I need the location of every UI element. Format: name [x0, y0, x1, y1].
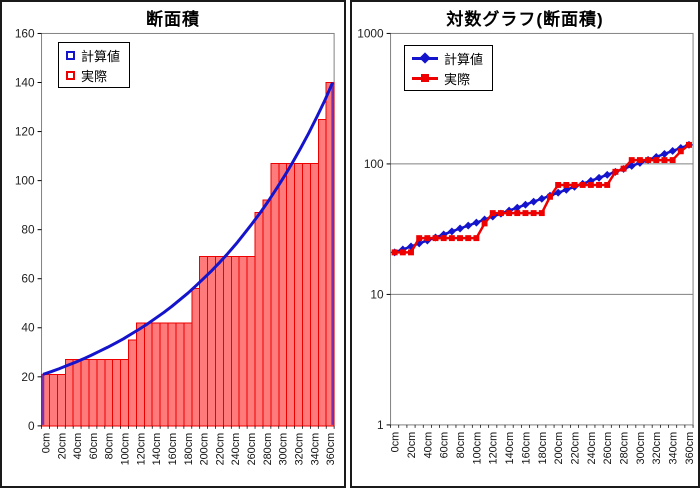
- svg-text:40cm: 40cm: [72, 433, 84, 460]
- svg-text:20: 20: [21, 370, 35, 384]
- svg-text:10: 10: [370, 287, 384, 301]
- svg-text:80cm: 80cm: [455, 432, 467, 459]
- svg-text:80cm: 80cm: [104, 433, 116, 460]
- actual-bars: [41, 82, 335, 427]
- svg-text:20cm: 20cm: [56, 433, 68, 460]
- svg-text:180cm: 180cm: [537, 432, 549, 465]
- svg-text:140: 140: [15, 75, 35, 89]
- svg-text:120: 120: [15, 125, 35, 139]
- svg-text:280cm: 280cm: [619, 432, 631, 465]
- area-chart-title: 断面積: [146, 10, 200, 29]
- svg-text:0cm: 0cm: [40, 433, 52, 454]
- legend-entry-calc: 計算値: [66, 46, 120, 64]
- svg-text:280cm: 280cm: [262, 433, 274, 466]
- log-chart-title: 対数グラフ(断面積): [446, 10, 604, 29]
- svg-text:0cm: 0cm: [390, 432, 402, 453]
- svg-text:140cm: 140cm: [151, 433, 163, 466]
- calc-line-diamond-icon: [412, 51, 438, 64]
- svg-text:320cm: 320cm: [651, 432, 663, 465]
- svg-text:240cm: 240cm: [586, 432, 598, 465]
- svg-text:300cm: 300cm: [635, 432, 647, 465]
- svg-text:260cm: 260cm: [602, 432, 614, 465]
- legend-label-actual: 実際: [444, 71, 471, 87]
- svg-text:340cm: 340cm: [668, 432, 680, 465]
- legend-entry-calc: 計算値: [412, 49, 483, 67]
- svg-text:60cm: 60cm: [439, 432, 451, 459]
- calc-square-outline-icon: [66, 50, 75, 60]
- actual-line-series: [391, 141, 692, 256]
- svg-text:120cm: 120cm: [488, 432, 500, 465]
- svg-text:160cm: 160cm: [520, 432, 532, 465]
- legend-label-calc: 計算値: [444, 51, 484, 67]
- legend-entry-actual: 実際: [66, 66, 120, 84]
- svg-text:200cm: 200cm: [199, 433, 211, 466]
- legend-entry-actual: 実際: [412, 69, 483, 87]
- actual-line-square-icon: [412, 73, 438, 82]
- svg-text:160cm: 160cm: [167, 433, 179, 466]
- svg-text:1000: 1000: [357, 26, 384, 40]
- area-chart-panel: 断面積 0 20 40 60 80 100 120 140 160 0cm 20cm 40cm 60cm…: [0, 0, 346, 488]
- svg-text:40: 40: [21, 321, 35, 335]
- svg-text:260cm: 260cm: [246, 433, 258, 466]
- svg-text:1: 1: [377, 418, 384, 432]
- svg-text:100cm: 100cm: [471, 432, 483, 465]
- svg-text:100: 100: [15, 174, 35, 188]
- svg-text:340cm: 340cm: [309, 433, 321, 466]
- legend-label-calc: 計算値: [81, 48, 121, 64]
- area-chart-plot: 0 20 40 60 80 100 120 140 160 0cm 20cm 40cm 60cm 80cm…: [15, 26, 337, 466]
- svg-text:200cm: 200cm: [553, 432, 565, 465]
- svg-text:360cm: 360cm: [325, 433, 337, 466]
- svg-text:100: 100: [364, 157, 384, 171]
- svg-text:220cm: 220cm: [214, 433, 226, 466]
- svg-text:100cm: 100cm: [120, 433, 132, 466]
- legend-label-actual: 実際: [81, 68, 108, 84]
- svg-text:40cm: 40cm: [422, 432, 434, 459]
- svg-text:220cm: 220cm: [569, 432, 581, 465]
- area-chart-legend: 計算値 実際: [58, 42, 131, 88]
- svg-text:180cm: 180cm: [183, 433, 195, 466]
- svg-text:300cm: 300cm: [278, 433, 290, 466]
- svg-text:120cm: 120cm: [135, 433, 147, 466]
- calc-line: [42, 81, 334, 376]
- svg-text:240cm: 240cm: [230, 433, 242, 466]
- svg-text:60: 60: [21, 272, 35, 286]
- svg-text:60cm: 60cm: [88, 433, 100, 460]
- log-chart-panel: 対数グラフ(断面積) 1 10 100 1000 0cm 20cm 40cm 60cm 80cm…: [350, 0, 700, 488]
- actual-square-outline-icon: [66, 70, 75, 80]
- svg-text:20cm: 20cm: [406, 432, 418, 459]
- svg-text:320cm: 320cm: [293, 433, 305, 466]
- svg-text:160: 160: [15, 26, 35, 40]
- log-chart-plot: 1 10 100 1000 0cm 20cm 40cm 60cm 80cm 100cm 120cm 1…: [357, 26, 696, 465]
- svg-text:140cm: 140cm: [504, 432, 516, 465]
- svg-text:360cm: 360cm: [684, 432, 696, 465]
- svg-text:80: 80: [21, 223, 35, 237]
- svg-text:0: 0: [28, 419, 35, 433]
- log-chart-legend: 計算値 実際: [404, 45, 494, 91]
